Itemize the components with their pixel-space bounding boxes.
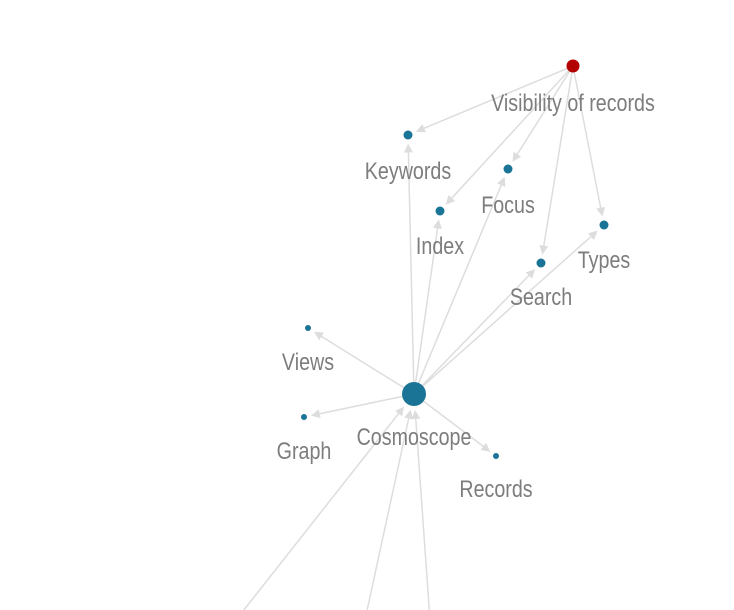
- edge-visibility-to-focus: [515, 71, 571, 158]
- edge-offscreen-1-to-cosmoscope-arrowhead: [394, 406, 405, 417]
- edge-visibility-to-index: [449, 70, 570, 201]
- edge-offscreen-3-to-cosmoscope: [414, 415, 431, 610]
- edge-cosmoscope-to-index: [414, 225, 439, 383]
- node-label-cosmoscope[interactable]: Cosmoscope: [357, 423, 472, 450]
- node-label-types[interactable]: Types: [578, 246, 631, 273]
- edge-offscreen-3-to-cosmoscope-arrowhead: [411, 409, 421, 420]
- edge-cosmoscope-to-keywords-arrowhead: [403, 143, 413, 153]
- edge-visibility-to-focus-arrowhead: [512, 151, 522, 162]
- edge-visibility-to-search-arrowhead: [539, 245, 549, 255]
- nodes-layer: [301, 59, 609, 459]
- node-types[interactable]: [599, 220, 609, 230]
- node-graph[interactable]: [301, 414, 307, 420]
- node-label-index[interactable]: Index: [416, 232, 464, 259]
- node-records[interactable]: [493, 453, 499, 459]
- node-focus[interactable]: [503, 164, 513, 174]
- edge-visibility-to-search: [542, 72, 573, 249]
- node-label-views[interactable]: Views: [282, 348, 334, 375]
- edge-cosmoscope-to-index-arrowhead: [433, 219, 442, 229]
- edge-cosmoscope-to-types: [422, 234, 594, 387]
- edge-cosmoscope-to-search-arrowhead: [525, 269, 536, 279]
- edge-cosmoscope-to-keywords: [407, 149, 415, 383]
- edge-offscreen-2-to-cosmoscope: [366, 415, 411, 610]
- node-search[interactable]: [536, 258, 546, 268]
- node-label-keywords[interactable]: Keywords: [365, 157, 451, 184]
- node-label-graph[interactable]: Graph: [277, 437, 332, 464]
- edge-visibility-to-keywords-arrowhead: [415, 124, 426, 133]
- edge-visibility-to-keywords: [421, 67, 568, 131]
- edge-cosmoscope-to-focus-arrowhead: [497, 176, 506, 187]
- node-keywords[interactable]: [403, 130, 413, 140]
- edge-cosmoscope-to-views: [318, 334, 405, 389]
- edge-cosmoscope-to-graph: [316, 395, 403, 416]
- edge-cosmoscope-to-records: [423, 400, 487, 449]
- edge-cosmoscope-to-focus: [417, 182, 504, 384]
- edge-visibility-to-types-arrowhead: [596, 206, 606, 217]
- edge-offscreen-1-to-cosmoscope: [242, 410, 401, 610]
- edge-visibility-to-index-arrowhead: [445, 195, 456, 205]
- node-cosmoscope[interactable]: [402, 382, 426, 406]
- edge-cosmoscope-to-views-arrowhead: [313, 331, 324, 341]
- edge-cosmoscope-to-search: [421, 272, 532, 386]
- node-label-focus[interactable]: Focus: [481, 191, 535, 218]
- node-label-visibility[interactable]: Visibility of records: [491, 89, 655, 116]
- node-visibility[interactable]: [566, 59, 580, 73]
- labels-layer: Visibility of records Keywords Focus Index T…: [277, 89, 655, 502]
- edge-visibility-to-types: [573, 72, 602, 211]
- edges-layer: [242, 67, 606, 610]
- node-label-search[interactable]: Search: [510, 283, 572, 310]
- node-label-records[interactable]: Records: [459, 475, 532, 502]
- edge-cosmoscope-to-graph-arrowhead: [310, 409, 321, 419]
- node-index[interactable]: [435, 206, 445, 216]
- node-views[interactable]: [305, 325, 311, 331]
- edge-offscreen-2-to-cosmoscope-arrowhead: [404, 409, 414, 420]
- edge-cosmoscope-to-records-arrowhead: [480, 442, 491, 452]
- edge-cosmoscope-to-types-arrowhead: [587, 230, 598, 240]
